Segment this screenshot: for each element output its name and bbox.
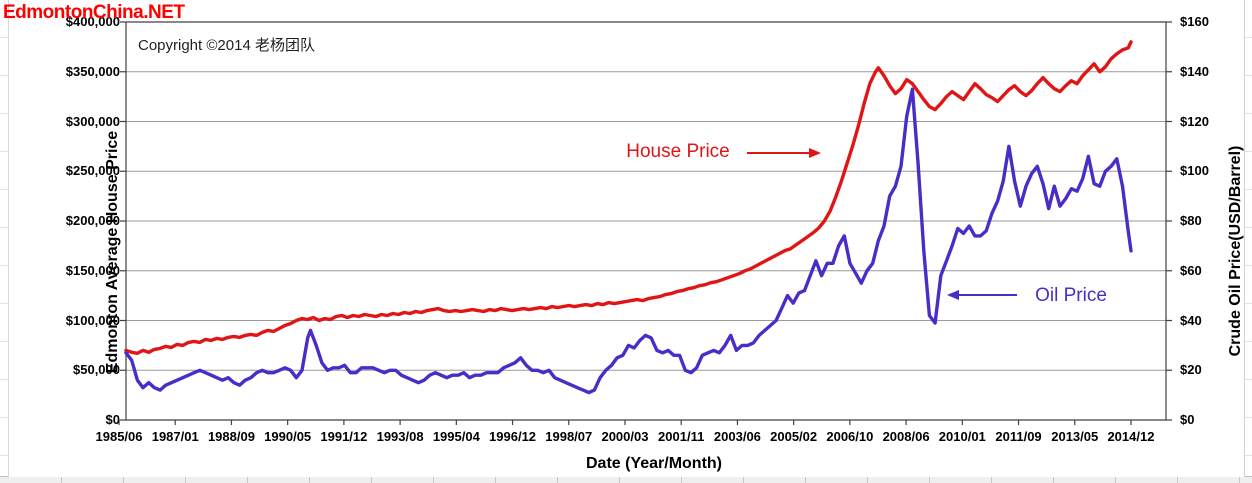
chart-object: $400,000 $350,000 $300,000 $250,000 $200,000… — [3, 0, 1245, 477]
annotation-arrowhead — [947, 290, 959, 300]
worksheet-left-margin — [0, 0, 8, 477]
house-price-line — [124, 40, 1133, 355]
copyright-text: Copyright ©2014 老杨团队 — [138, 37, 315, 54]
annotation-arrowhead — [809, 148, 821, 158]
oil-price-line — [124, 87, 1133, 395]
house-price-annotation-label: House Price — [626, 141, 730, 162]
left-axis-title: Edmonton Average House Price — [104, 130, 121, 374]
right-axis-title: Crude Oil Price(USD/Barrel) — [1227, 145, 1244, 357]
x-axis-title: Date (Year/Month) — [585, 455, 722, 472]
edmontonchina-watermark-logo: EdmontonChina.NET — [3, 2, 185, 23]
oil-price-annotation-label: Oil Price — [1035, 285, 1107, 306]
